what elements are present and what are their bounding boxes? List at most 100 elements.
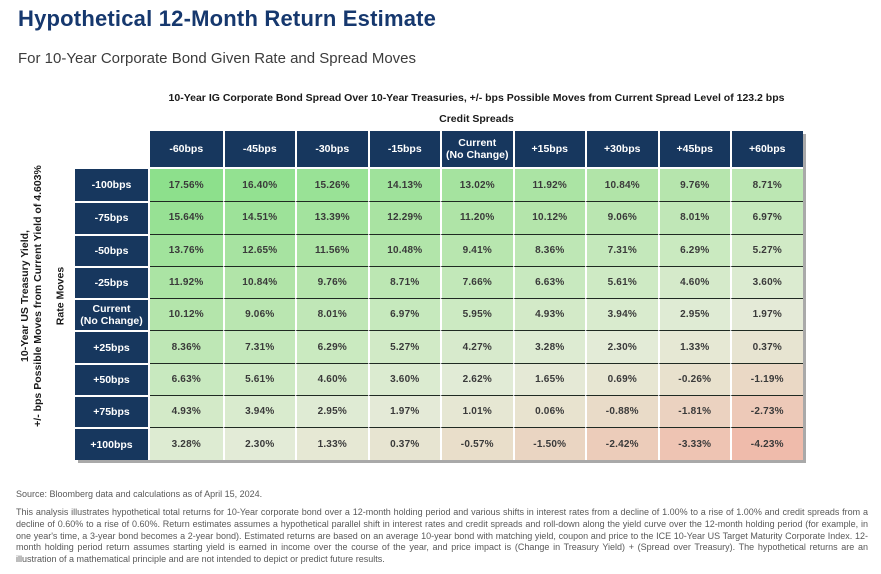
treasury-yield-axis-note: 10-Year US Treasury Yield, +/- bps Possi… [12,131,52,460]
heatmap-cell: 11.20% [440,201,513,234]
row-header: -100bps [75,169,150,202]
heatmap-cell: -1.50% [512,427,585,460]
disclosure-text: This analysis illustrates hypothetical t… [16,507,868,565]
heatmap-cell: 1.97% [367,395,440,428]
row-header: -75bps [75,201,150,234]
row-header: +100bps [75,427,150,460]
heatmap-cell: 16.40% [222,169,295,202]
heatmap-cell: 9.06% [585,201,658,234]
treasury-yield-note-line1: 10-Year US Treasury Yield, [19,229,31,362]
heatmap-cell: 9.41% [440,233,513,266]
heatmap-cell: 4.93% [150,395,223,428]
heatmap-cell: 11.92% [512,169,585,202]
heatmap-cell: 15.64% [150,201,223,234]
heatmap-cell: 17.56% [150,169,223,202]
page-subtitle: For 10-Year Corporate Bond Given Rate an… [18,50,417,67]
treasury-yield-note-line2: +/- bps Possible Moves from Current Yiel… [32,164,44,427]
heatmap-cell: 0.37% [367,427,440,460]
column-header: -45bps [222,131,295,169]
heatmap-cell: 0.69% [585,362,658,396]
credit-spread-note: 10-Year IG Corporate Bond Spread Over 10… [168,92,785,104]
column-header: Current (No Change) [440,131,513,169]
heatmap-cell: 10.48% [367,233,440,266]
heatmap-cell: 3.60% [730,265,803,299]
heatmap-cell: 6.29% [657,233,730,266]
heatmap-cell: 9.76% [657,169,730,202]
heatmap-cell: 8.71% [367,265,440,299]
heatmap-cell: 12.65% [222,233,295,266]
heatmap-cell: 2.62% [440,362,513,396]
heatmap-cell: 11.92% [150,265,223,299]
table-corner-spacer [75,131,150,169]
heatmap-cell: 13.02% [440,169,513,202]
heatmap-cell: 2.95% [295,395,368,428]
heatmap-cell: 10.12% [150,298,223,331]
heatmap-cell: 13.76% [150,233,223,266]
heatmap-cell: 2.30% [585,330,658,363]
heatmap-cell: 5.95% [440,298,513,331]
heatmap-cell: 8.36% [150,330,223,363]
heatmap-cell: 0.37% [730,330,803,363]
heatmap-cell: 3.94% [585,298,658,331]
heatmap-cell: 6.97% [367,298,440,331]
row-header: +75bps [75,395,150,428]
heatmap-cell: 2.30% [222,427,295,460]
heatmap-cell: 9.76% [295,265,368,299]
heatmap-cell: 8.36% [512,233,585,266]
heatmap-cell: 4.93% [512,298,585,331]
heatmap-cell: 1.97% [730,298,803,331]
rate-moves-axis-label: Rate Moves [54,266,67,325]
heatmap-cell: -2.73% [730,395,803,428]
heatmap-cell: 5.61% [585,265,658,299]
heatmap-cell: 8.01% [295,298,368,331]
heatmap-cell: 10.84% [585,169,658,202]
heatmap-cell: -1.19% [730,362,803,396]
heatmap-cell: 3.28% [512,330,585,363]
heatmap-cell: -0.26% [657,362,730,396]
column-header: +30bps [585,131,658,169]
page-title: Hypothetical 12-Month Return Estimate [18,6,437,31]
column-header: +15bps [512,131,585,169]
column-header: -15bps [367,131,440,169]
heatmap-cell: 12.29% [367,201,440,234]
column-header: -60bps [150,131,223,169]
heatmap-cell: 3.94% [222,395,295,428]
source-line: Source: Bloomberg data and calculations … [16,489,263,499]
heatmap-cell: 7.31% [585,233,658,266]
heatmap-cell: 4.60% [295,362,368,396]
heatmap-grid: -60bps -45bps -30bps -15bps Current (No Chan… [75,131,803,460]
heatmap-cell: 7.66% [440,265,513,299]
row-header: Current (No Change) [75,298,150,331]
heatmap-cell: 5.61% [222,362,295,396]
heatmap-cell: 10.12% [512,201,585,234]
heatmap-cell: 0.06% [512,395,585,428]
heatmap-cell: 5.27% [730,233,803,266]
heatmap-cell: 6.63% [150,362,223,396]
heatmap-cell: 10.84% [222,265,295,299]
heatmap-cell: 5.27% [367,330,440,363]
heatmap-cell: 14.13% [367,169,440,202]
row-header: +50bps [75,362,150,396]
heatmap-cell: 1.33% [657,330,730,363]
heatmap-cell: 6.97% [730,201,803,234]
heatmap-cell: -4.23% [730,427,803,460]
column-header: +60bps [730,131,803,169]
heatmap-cell: 7.31% [222,330,295,363]
heatmap-cell: 14.51% [222,201,295,234]
credit-spreads-axis-label: Credit Spreads [439,113,514,125]
heatmap-cell: -1.81% [657,395,730,428]
heatmap-cell: 3.28% [150,427,223,460]
heatmap-cell: 1.65% [512,362,585,396]
heatmap-cell: -3.33% [657,427,730,460]
heatmap-cell: 1.01% [440,395,513,428]
heatmap-cell: 3.60% [367,362,440,396]
heatmap-cell: 6.29% [295,330,368,363]
heatmap-cell: -0.88% [585,395,658,428]
heatmap-cell: 8.01% [657,201,730,234]
rate-moves-axis-label-wrap: Rate Moves [50,131,72,460]
heatmap-cell: 13.39% [295,201,368,234]
heatmap-cell: 8.71% [730,169,803,202]
heatmap-cell: 4.60% [657,265,730,299]
row-header: -25bps [75,265,150,299]
